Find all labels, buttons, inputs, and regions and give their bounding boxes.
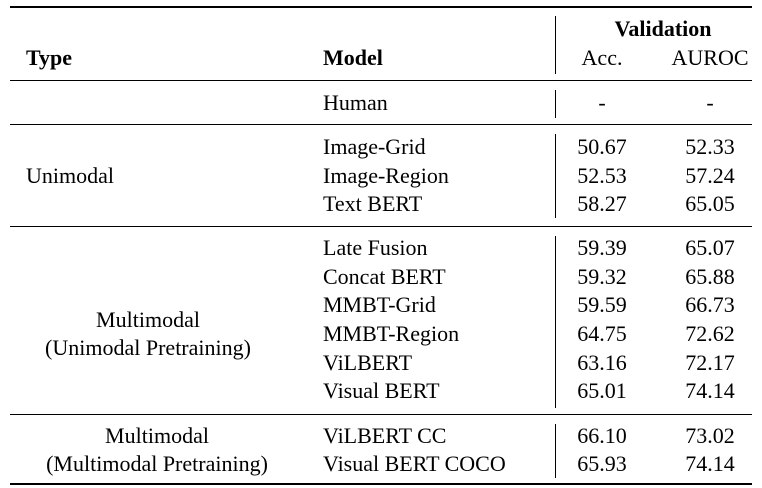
auroc-cell: 66.73 — [685, 292, 735, 317]
group-divider — [555, 236, 556, 408]
acc-cell: 64.75 — [577, 321, 627, 346]
auroc-cell: 74.14 — [685, 378, 735, 403]
header-divider — [555, 16, 556, 74]
model-cell: ViLBERT CC — [323, 423, 447, 448]
model-cell: Concat BERT — [323, 264, 446, 289]
model-cell: Image-Region — [323, 163, 449, 188]
group-type-line: (Multimodal Pretraining) — [46, 451, 268, 476]
acc-cell: 52.53 — [577, 163, 627, 188]
header-acc: Acc. — [581, 45, 623, 70]
model-cell: Visual BERT — [323, 378, 440, 403]
auroc-cell: 73.02 — [685, 423, 735, 448]
acc-cell: 65.01 — [577, 378, 627, 403]
human-divider — [555, 90, 556, 118]
model-cell: Visual BERT COCO — [323, 451, 506, 476]
model-cell: MMBT-Region — [323, 321, 460, 346]
header-type: Type — [26, 45, 73, 70]
auroc-cell: 65.88 — [685, 264, 735, 289]
group-type-line: Multimodal — [96, 307, 200, 332]
model-cell: Late Fusion — [323, 235, 428, 260]
header-validation: Validation — [614, 16, 712, 41]
group-type-line: Multimodal — [105, 423, 209, 448]
group-type-line: Unimodal — [26, 163, 114, 188]
human-auroc: - — [706, 90, 714, 115]
acc-cell: 66.10 — [577, 423, 627, 448]
header-model: Model — [323, 45, 383, 70]
human-bottom-rule — [10, 124, 752, 125]
acc-cell: 50.67 — [577, 134, 627, 159]
acc-cell: 59.39 — [577, 235, 627, 260]
group-type-line: (Unimodal Pretraining) — [45, 335, 251, 360]
auroc-cell: 72.17 — [685, 350, 735, 375]
auroc-cell: 65.07 — [685, 235, 735, 260]
human-acc: - — [598, 90, 606, 115]
header-auroc: AUROC — [671, 45, 749, 70]
group-divider — [555, 424, 556, 478]
model-cell: ViLBERT — [323, 350, 413, 375]
group-bottom-rule — [10, 414, 752, 415]
header-bottom-rule — [10, 80, 752, 81]
auroc-cell: 74.14 — [685, 451, 735, 476]
auroc-cell: 65.05 — [685, 191, 735, 216]
auroc-cell: 52.33 — [685, 134, 735, 159]
acc-cell: 58.27 — [577, 191, 627, 216]
acc-cell: 63.16 — [577, 350, 627, 375]
model-cell: MMBT-Grid — [323, 292, 436, 317]
table-bottom-rule — [10, 483, 752, 485]
model-cell: Image-Grid — [323, 134, 426, 159]
acc-cell: 59.59 — [577, 292, 627, 317]
model-cell: Text BERT — [323, 191, 423, 216]
table-top-rule — [10, 6, 752, 8]
acc-cell: 65.93 — [577, 451, 627, 476]
group-bottom-rule — [10, 226, 752, 227]
auroc-cell: 57.24 — [685, 163, 735, 188]
group-divider — [555, 134, 556, 218]
acc-cell: 59.32 — [577, 264, 627, 289]
human-model: Human — [323, 90, 388, 115]
auroc-cell: 72.62 — [685, 321, 735, 346]
